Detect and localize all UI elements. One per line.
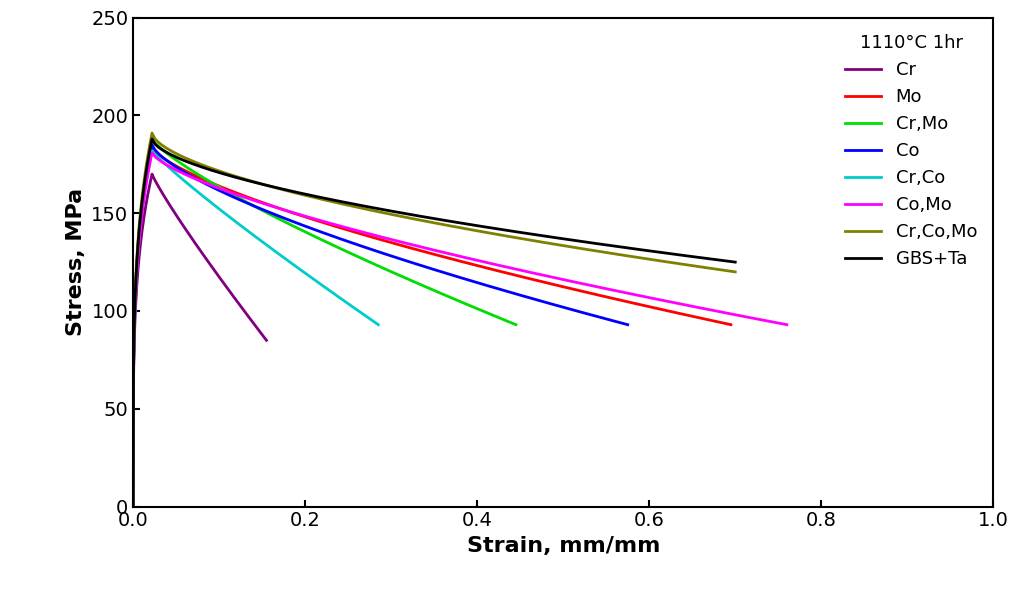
Co,Mo	[145, 149, 158, 156]
Co,Mo	[487, 260, 500, 267]
Cr,Co,Mo	[444, 223, 457, 230]
X-axis label: Strain, mm/mm: Strain, mm/mm	[467, 536, 659, 556]
Cr,Co	[262, 243, 274, 250]
Cr,Co	[372, 321, 384, 328]
Cr,Co,Mo	[650, 257, 663, 264]
GBS+Ta	[444, 218, 457, 225]
Mo	[452, 257, 464, 264]
Cr,Mo	[338, 247, 350, 254]
Cr,Mo	[342, 249, 354, 256]
Cr,Co,Mo	[454, 224, 466, 231]
Cr,Co	[127, 503, 139, 510]
GBS+Ta	[650, 248, 663, 255]
GBS+Ta	[145, 135, 158, 143]
Co,Mo	[222, 188, 234, 196]
Cr,Co	[145, 147, 158, 154]
Cr,Co	[267, 247, 280, 254]
Cr,Co,Mo	[216, 168, 228, 176]
Co	[397, 256, 410, 263]
Cr	[245, 316, 257, 323]
Co	[557, 304, 569, 311]
Line: Mo: Mo	[133, 147, 731, 507]
Co,Mo	[481, 259, 494, 266]
Co	[622, 321, 634, 328]
Mo	[210, 181, 222, 188]
Cr	[206, 264, 218, 271]
Cr	[205, 262, 217, 269]
Y-axis label: Stress, MPa: Stress, MPa	[66, 188, 86, 336]
Line: Cr,Mo: Cr,Mo	[133, 139, 516, 507]
GBS+Ta	[210, 168, 222, 176]
Line: Cr: Cr	[133, 174, 266, 507]
Co	[390, 254, 402, 261]
Mo	[127, 503, 139, 510]
Mo	[646, 304, 658, 311]
Mo	[216, 184, 228, 191]
Cr,Co,Mo	[460, 225, 472, 232]
Cr,Co,Mo	[210, 167, 222, 174]
Cr	[127, 503, 139, 510]
Cr	[160, 196, 172, 203]
Mo	[457, 259, 469, 266]
Legend: Cr, Mo, Cr,Mo, Co, Cr,Co, Co,Mo, Cr,Co,Mo, GBS+Ta: Cr, Mo, Cr,Mo, Co, Cr,Co, Co,Mo, Cr,Co,M…	[838, 27, 984, 276]
Cr,Mo	[189, 170, 202, 177]
Cr,Co	[265, 245, 278, 252]
Co,Mo	[127, 503, 139, 510]
Co	[401, 258, 414, 265]
Line: GBS+Ta: GBS+Ta	[133, 139, 735, 507]
Cr,Mo	[145, 135, 158, 143]
Cr	[208, 266, 220, 273]
Line: Cr,Co,Mo: Cr,Co,Mo	[133, 133, 735, 507]
Co,Mo	[694, 305, 707, 312]
Co	[127, 503, 139, 510]
Cr,Co	[341, 300, 353, 307]
Cr,Mo	[186, 167, 199, 174]
Mo	[725, 321, 737, 328]
Co,Mo	[780, 321, 793, 328]
GBS+Ta	[127, 503, 139, 510]
Cr,Co,Mo	[127, 503, 139, 510]
Cr,Co,Mo	[145, 130, 158, 137]
Co	[204, 182, 216, 189]
Cr	[159, 193, 171, 200]
Cr,Co	[173, 173, 185, 180]
Mo	[442, 254, 455, 262]
Mo	[145, 143, 158, 150]
Cr,Mo	[461, 301, 473, 308]
Cr,Co	[171, 171, 183, 178]
GBS+Ta	[729, 259, 741, 266]
Cr,Mo	[510, 321, 522, 328]
Line: Cr,Co: Cr,Co	[133, 151, 378, 507]
Cr	[145, 171, 158, 178]
GBS+Ta	[454, 219, 466, 226]
Co	[145, 141, 158, 148]
Co,Mo	[216, 186, 228, 193]
Cr	[260, 337, 272, 344]
GBS+Ta	[216, 170, 228, 177]
Co	[199, 180, 211, 187]
Cr,Mo	[333, 244, 345, 252]
Line: Co: Co	[133, 145, 628, 507]
Cr,Co,Mo	[729, 269, 741, 276]
Line: Co,Mo: Co,Mo	[133, 153, 786, 507]
GBS+Ta	[460, 220, 472, 227]
Co,Mo	[471, 257, 483, 264]
Cr,Mo	[127, 503, 139, 510]
